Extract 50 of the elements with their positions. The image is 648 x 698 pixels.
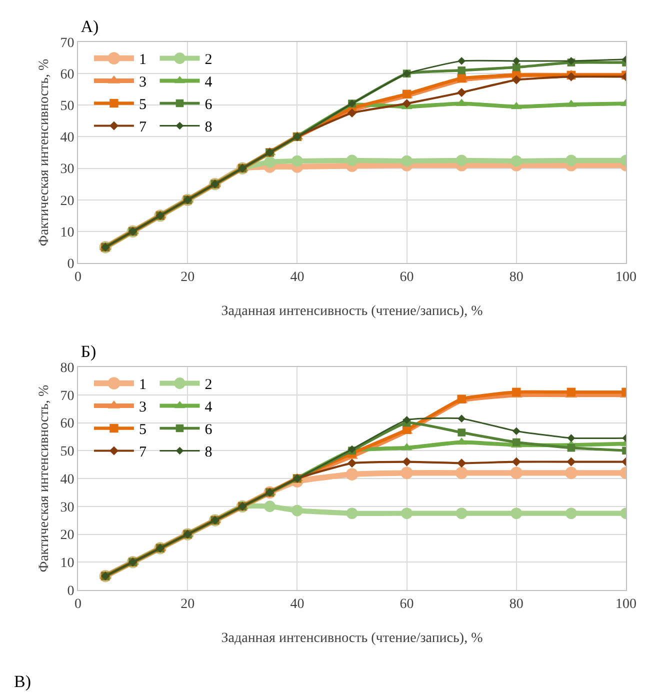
y-tick-label: 10	[60, 556, 74, 572]
legend-label: 5	[138, 422, 146, 438]
legend-label: 8	[204, 444, 212, 461]
y-tick-label: 70	[60, 388, 74, 404]
legend-label: 5	[138, 97, 146, 114]
y-tick-label: 30	[60, 500, 74, 516]
y-tick-label: 0	[67, 256, 74, 272]
y-tick-label: 60	[60, 67, 74, 82]
x-tick-label: 60	[400, 270, 414, 285]
y-tick-label: 20	[60, 194, 74, 209]
x-tick-label: 100	[616, 270, 636, 285]
x-tick-label: 40	[290, 596, 304, 612]
legend-label: 7	[138, 120, 147, 136]
y-axis-title: Фактическая интенсивность, %	[36, 384, 52, 572]
legend-label: 6	[204, 97, 213, 114]
legend-label: 3	[138, 400, 146, 416]
legend-label: 1	[138, 52, 146, 68]
legend-label: 2	[204, 377, 212, 394]
chart-title: А)	[80, 16, 99, 36]
legend-label: 6	[204, 422, 213, 438]
y-tick-label: 10	[60, 225, 74, 240]
y-tick-label: 40	[60, 130, 74, 146]
x-tick-label: 40	[290, 270, 304, 285]
y-tick-label: 40	[60, 472, 74, 488]
legend-label: 4	[204, 400, 213, 416]
x-axis-title: Заданная интенсивность (чтение/запись), %	[221, 304, 484, 319]
y-tick-label: 80	[60, 360, 74, 376]
y-tick-label: 30	[60, 162, 74, 178]
legend-label: 4	[204, 74, 213, 91]
chart-title: Б)	[80, 342, 96, 361]
y-tick-label: 60	[60, 416, 74, 432]
legend-label: 7	[138, 444, 147, 461]
x-tick-label: 20	[180, 270, 195, 285]
y-tick-label: 50	[60, 444, 74, 460]
text: В)	[14, 672, 31, 691]
x-tick-label: 80	[509, 270, 524, 285]
x-tick-label: 20	[180, 596, 195, 612]
x-tick-label: 80	[509, 596, 524, 612]
y-tick-label: 0	[67, 584, 74, 599]
y-tick-label: 70	[60, 36, 74, 51]
legend-label: 2	[204, 52, 212, 68]
legend-label: 3	[138, 74, 146, 91]
y-tick-label: 20	[60, 528, 74, 544]
x-tick-label: 60	[400, 596, 414, 612]
y-tick-label: 50	[60, 99, 74, 114]
y-axis-title: Фактическая интенсивность, %	[36, 58, 52, 246]
legend-label: 8	[204, 120, 212, 136]
x-tick-label: 100	[616, 596, 636, 612]
legend-label: 1	[138, 377, 146, 394]
x-axis-title: Заданная интенсивность (чтение/запись), %	[221, 631, 484, 646]
